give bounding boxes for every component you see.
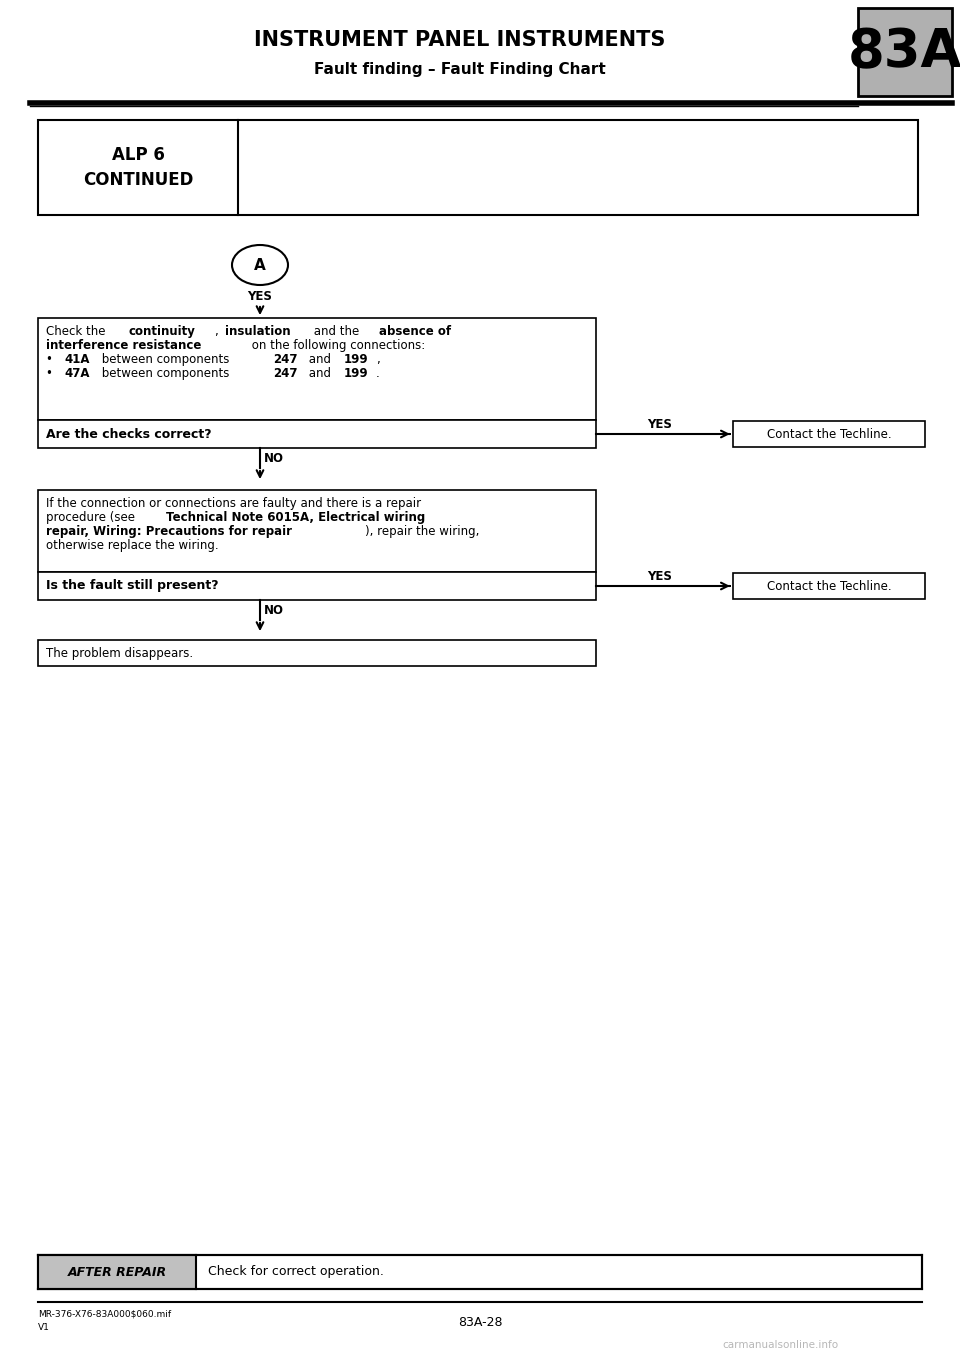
Bar (858, 8, 952, 96)
Text: 83A: 83A (848, 26, 960, 77)
Text: AFTER REPAIR: AFTER REPAIR (67, 1266, 167, 1278)
Text: interference resistance: interference resistance (46, 340, 202, 352)
Text: between components: between components (98, 367, 233, 380)
Text: Is the fault still present?: Is the fault still present? (46, 580, 219, 592)
Text: •: • (46, 353, 60, 367)
Bar (38, 1255, 922, 1289)
Text: carmanualsonline.info: carmanualsonline.info (722, 1340, 838, 1350)
Text: 47A: 47A (64, 367, 90, 380)
Text: YES: YES (648, 418, 672, 430)
Text: NO: NO (264, 603, 284, 617)
Bar (733, 573, 925, 599)
Text: ,: , (375, 353, 379, 367)
Text: If the connection or connections are faulty and there is a repair: If the connection or connections are fau… (46, 497, 421, 511)
Text: Are the checks correct?: Are the checks correct? (46, 428, 211, 440)
Bar (38, 1255, 196, 1289)
Text: MR-376-X76-83A000$060.mif: MR-376-X76-83A000$060.mif (38, 1310, 171, 1319)
Text: and the: and the (310, 325, 363, 338)
Text: 199: 199 (344, 367, 369, 380)
Text: 199: 199 (344, 353, 369, 367)
Text: ), repair the wiring,: ), repair the wiring, (366, 526, 480, 538)
Text: INSTRUMENT PANEL INSTRUMENTS: INSTRUMENT PANEL INSTRUMENTS (254, 30, 665, 50)
Text: 247: 247 (274, 353, 298, 367)
Text: repair, Wiring: Precautions for repair: repair, Wiring: Precautions for repair (46, 526, 292, 538)
Text: between components: between components (98, 353, 233, 367)
Text: otherwise replace the wiring.: otherwise replace the wiring. (46, 539, 219, 551)
Bar (733, 421, 925, 447)
Text: Check for correct operation.: Check for correct operation. (208, 1266, 384, 1278)
Text: •: • (46, 367, 60, 380)
Text: V1: V1 (38, 1323, 50, 1332)
Text: absence of: absence of (379, 325, 451, 338)
Text: YES: YES (248, 291, 273, 303)
Ellipse shape (232, 244, 288, 285)
Bar (38, 318, 596, 420)
Text: .: . (375, 367, 379, 380)
Text: A: A (254, 258, 266, 273)
Text: YES: YES (648, 570, 672, 583)
Bar (38, 572, 596, 600)
Text: and: and (305, 353, 335, 367)
Bar (38, 120, 918, 215)
Text: ,: , (215, 325, 223, 338)
Bar (38, 640, 596, 665)
Text: The problem disappears.: The problem disappears. (46, 646, 193, 660)
Text: procedure (see: procedure (see (46, 511, 139, 524)
Text: Contact the Techline.: Contact the Techline. (767, 580, 891, 592)
Bar (38, 420, 596, 448)
Text: 41A: 41A (64, 353, 90, 367)
Text: Fault finding – Fault Finding Chart: Fault finding – Fault Finding Chart (314, 62, 606, 77)
Text: 83A-28: 83A-28 (458, 1316, 502, 1329)
Bar (38, 490, 596, 572)
Text: on the following connections:: on the following connections: (248, 340, 425, 352)
Text: Technical Note 6015A, Electrical wiring: Technical Note 6015A, Electrical wiring (166, 511, 425, 524)
Text: Contact the Techline.: Contact the Techline. (767, 428, 891, 440)
Text: continuity: continuity (128, 325, 195, 338)
Text: 247: 247 (274, 367, 298, 380)
Text: NO: NO (264, 451, 284, 464)
Text: insulation: insulation (225, 325, 290, 338)
Text: ALP 6
CONTINUED: ALP 6 CONTINUED (83, 147, 193, 189)
Text: and: and (305, 367, 335, 380)
Text: Check the: Check the (46, 325, 109, 338)
